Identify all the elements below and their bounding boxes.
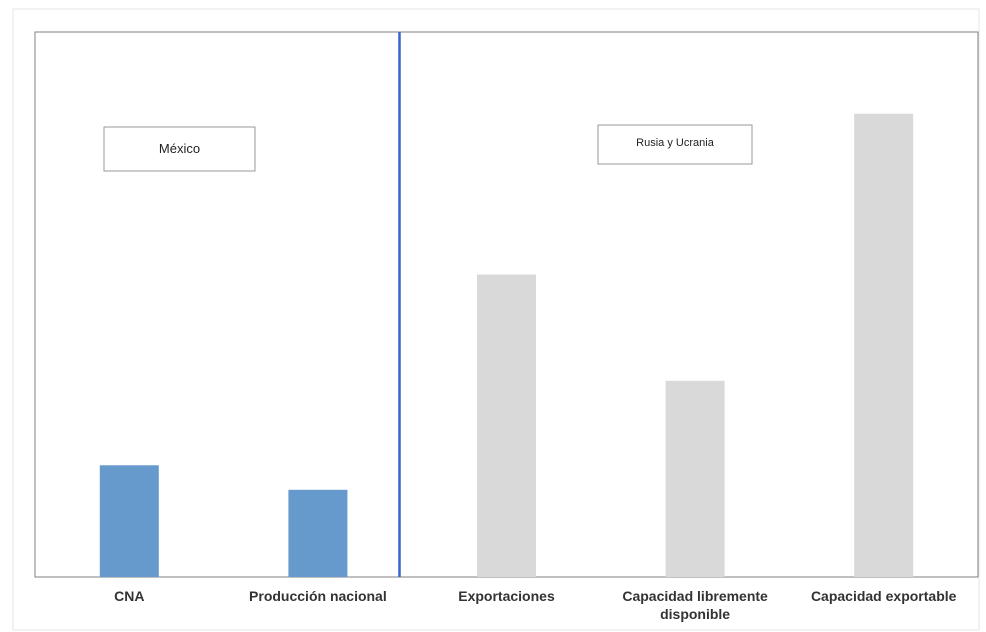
x-tick-label-1: Producción nacional <box>249 588 387 604</box>
annotation-rusia-ucrania-box <box>597 124 753 165</box>
annotation-mexico-box <box>103 126 256 172</box>
outer-frame <box>12 8 980 631</box>
bar-0 <box>99 465 159 577</box>
bar-2 <box>477 274 536 577</box>
annotation-mexico: México <box>103 126 256 172</box>
x-axis-labels: CNA Producción nacional Exportaciones Capac… <box>114 588 957 622</box>
bars-group <box>99 113 914 577</box>
annotation-rusia-ucrania-text: Rusia y Ucrania <box>636 137 715 149</box>
annotation-rusia-ucrania: Rusia y Ucrania <box>597 124 753 165</box>
x-tick-label-4: Capacidad exportable <box>811 588 957 604</box>
bar-3 <box>665 380 725 577</box>
annotation-mexico-text: México <box>159 141 200 156</box>
x-tick-label-2: Exportaciones <box>458 588 555 604</box>
x-tick-label-0: CNA <box>114 588 144 604</box>
bar-1 <box>288 489 348 577</box>
x-tick-label-3: Capacidad libremente disponible <box>622 588 768 622</box>
bar-4 <box>854 113 914 577</box>
